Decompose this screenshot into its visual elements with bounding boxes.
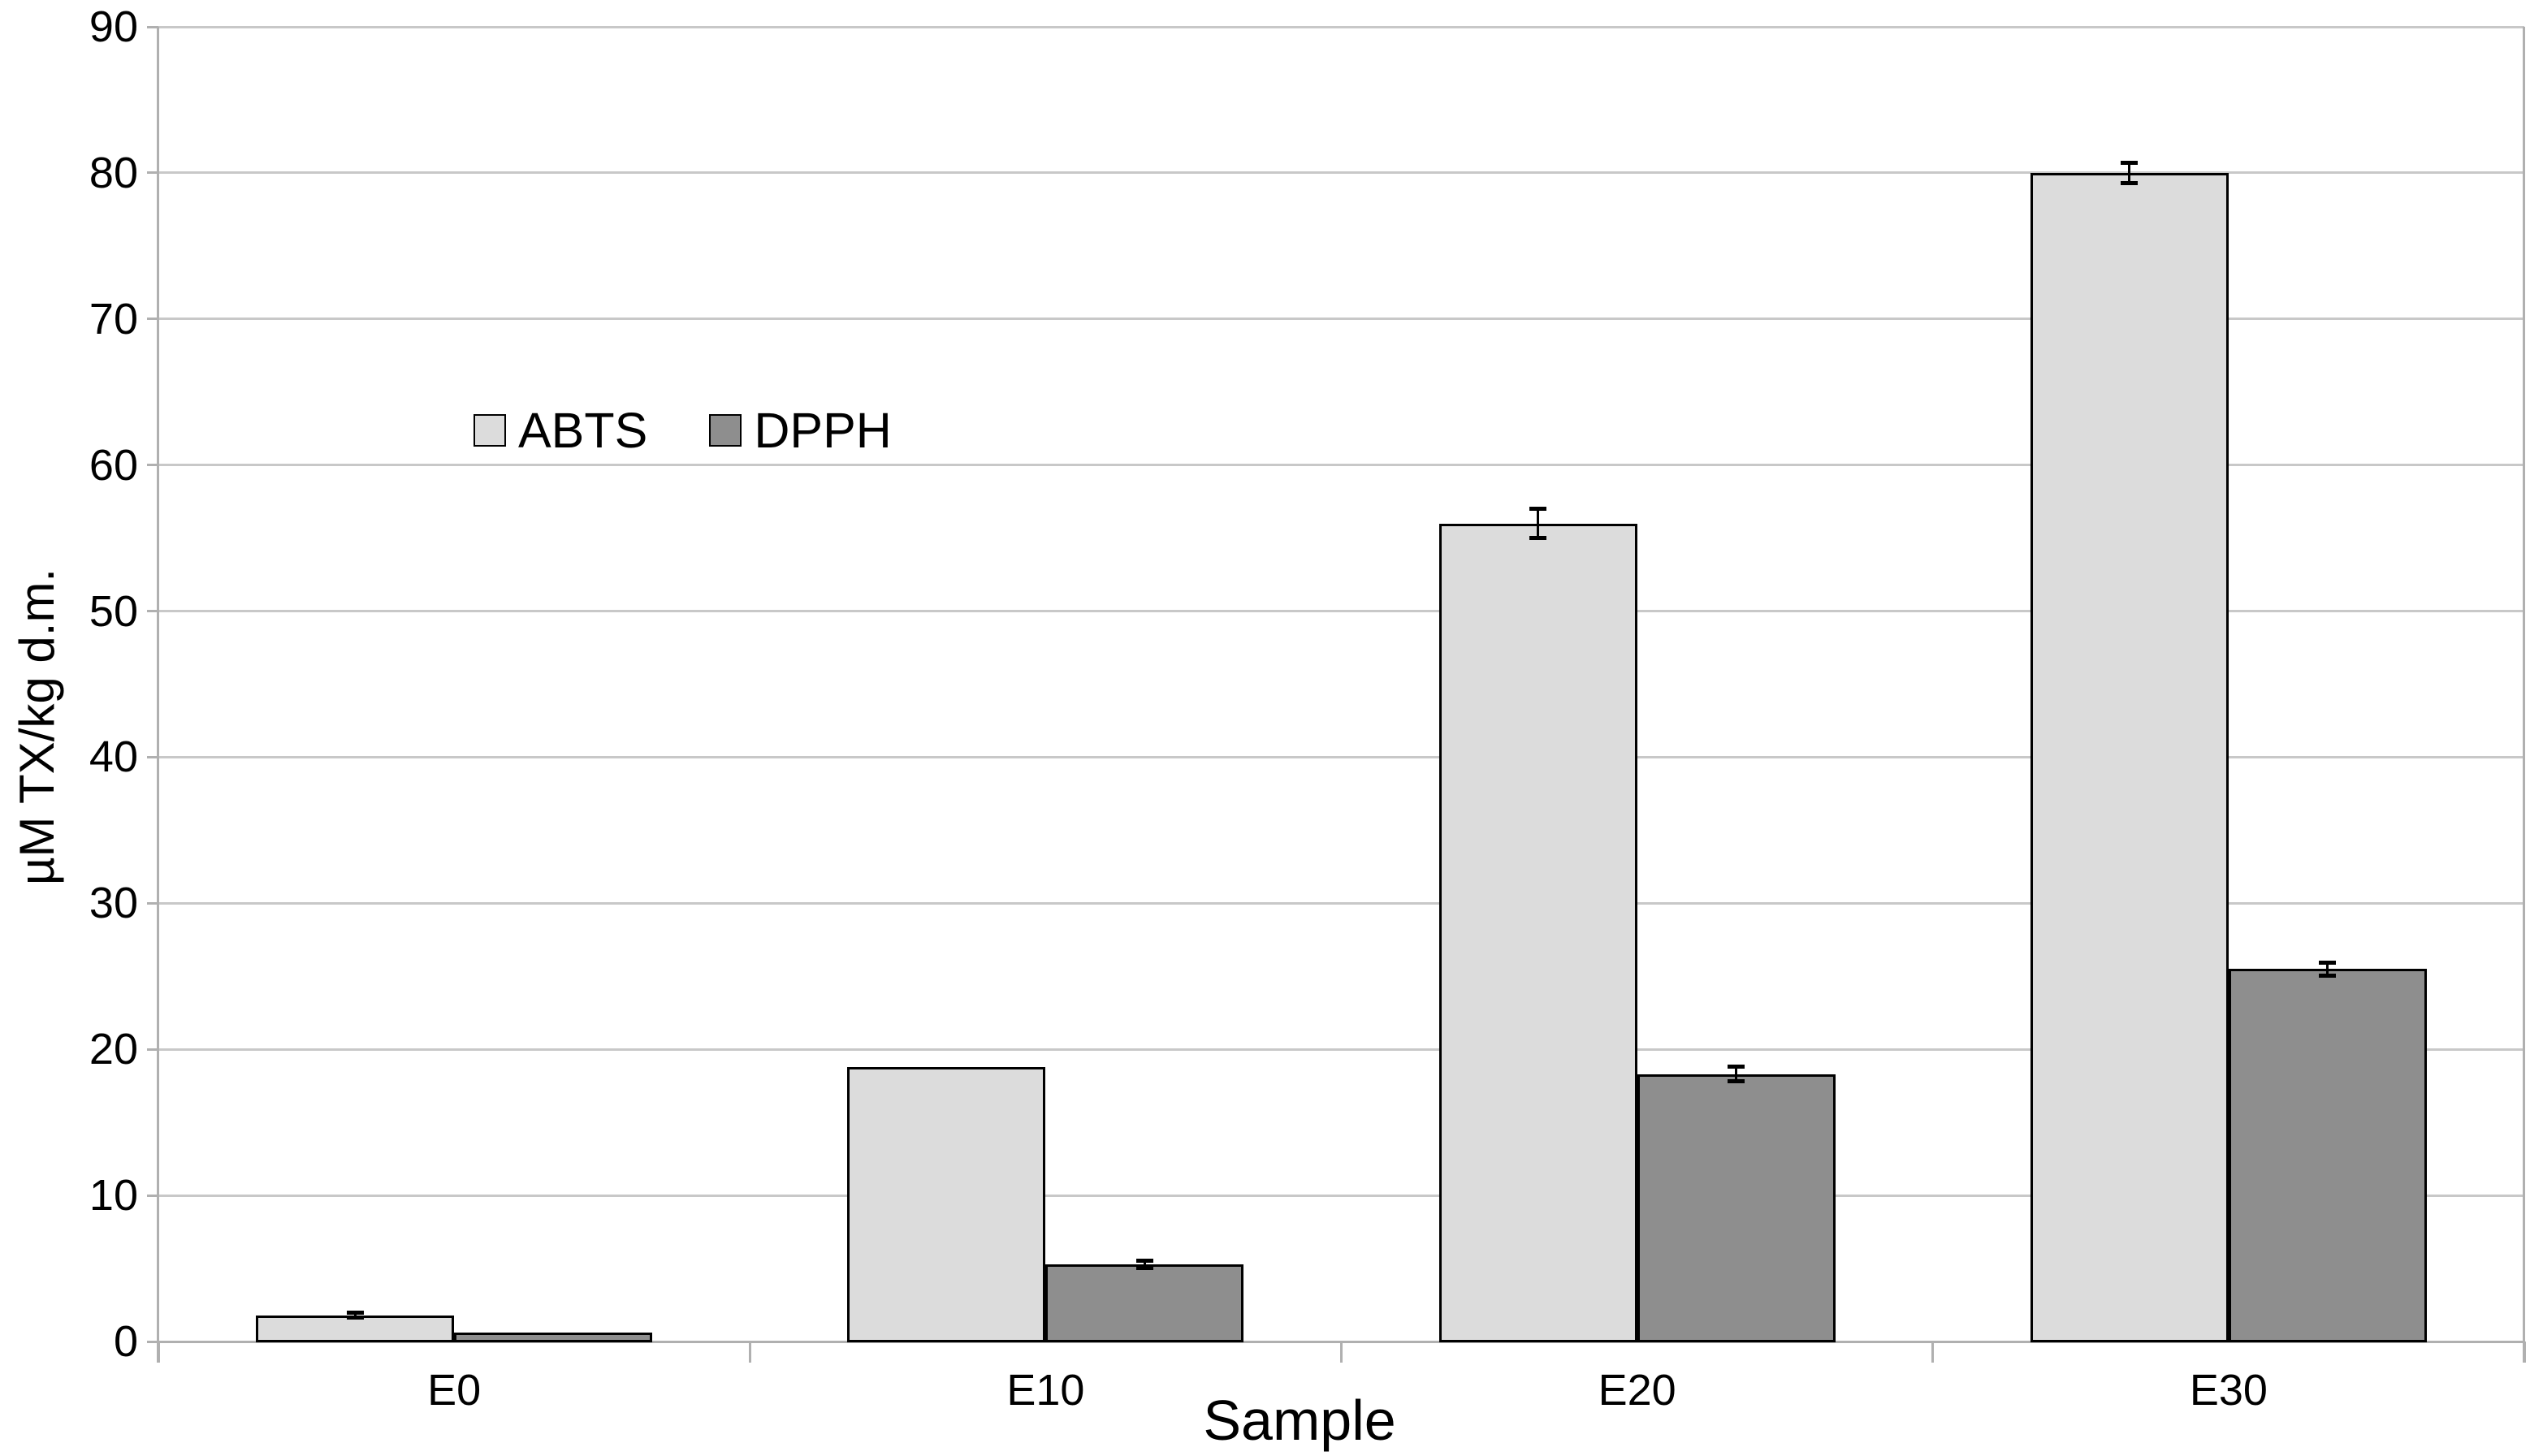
- y-tick-label: 30: [89, 879, 138, 928]
- error-bar-abts-e20-cap-top: [1529, 507, 1547, 512]
- error-bar-dpph-e20-cap-bottom: [1728, 1079, 1745, 1084]
- x-tick: [2523, 1342, 2526, 1363]
- legend-label-dpph: DPPH: [754, 402, 892, 458]
- bar-abts-e10: [847, 1066, 1046, 1343]
- gridline: [158, 1048, 2524, 1051]
- bar-abts-e0: [256, 1315, 455, 1343]
- x-tick-label-e10: E10: [1006, 1366, 1085, 1415]
- error-bar-dpph-e10-cap-top: [1135, 1258, 1153, 1263]
- y-tick-label: 40: [89, 732, 138, 782]
- error-bar-abts-e0-cap-top: [346, 1311, 364, 1316]
- y-tick-label: 70: [89, 294, 138, 343]
- y-tick: [147, 755, 158, 758]
- error-bar-abts-e0-cap-bottom: [346, 1315, 364, 1320]
- legend-entry-abts: ABTS: [474, 402, 648, 458]
- y-tick: [147, 464, 158, 467]
- bar-dpph-e20: [1637, 1074, 1836, 1343]
- error-bar-abts-e30-cap-top: [2121, 160, 2139, 165]
- bar-abts-e20: [1438, 523, 1637, 1343]
- error-bar-abts-e0-stem: [353, 1312, 357, 1318]
- plot-right-border: [2523, 27, 2525, 1363]
- x-tick: [157, 1342, 160, 1363]
- bar-dpph-e0: [454, 1333, 653, 1343]
- y-tick: [147, 171, 158, 175]
- x-tick: [1340, 1342, 1343, 1363]
- error-bar-dpph-e30-cap-bottom: [2319, 973, 2337, 978]
- y-axis-line: [157, 27, 159, 1363]
- x-tick: [748, 1342, 751, 1363]
- error-bar-dpph-e10-stem: [1143, 1260, 1146, 1268]
- legend-entry-dpph: DPPH: [709, 402, 892, 458]
- x-tick-label-e30: E30: [2189, 1366, 2268, 1415]
- error-bar-abts-e20-stem: [1537, 508, 1540, 538]
- gridline: [158, 25, 2524, 28]
- x-tick-label-e20: E20: [1598, 1366, 1676, 1415]
- y-tick-label: 50: [89, 586, 138, 636]
- y-tick-label: 0: [113, 1317, 138, 1366]
- gridline: [158, 171, 2524, 175]
- legend: ABTS DPPH: [474, 405, 892, 455]
- legend-swatch-abts-icon: [474, 414, 506, 447]
- gridline: [158, 464, 2524, 467]
- error-bar-dpph-e20-cap-top: [1728, 1065, 1745, 1069]
- y-tick-label: 60: [89, 440, 138, 490]
- error-bar-dpph-e30-cap-top: [2319, 960, 2337, 965]
- error-bar-dpph-e30-stem: [2326, 962, 2329, 976]
- x-tick-label-e0: E0: [427, 1366, 482, 1415]
- x-tick: [1931, 1342, 1935, 1363]
- error-bar-abts-e30-stem: [2128, 162, 2131, 184]
- gridline: [158, 318, 2524, 321]
- x-axis-title: Sample: [1203, 1389, 1396, 1452]
- y-tick-label: 80: [89, 148, 138, 197]
- gridline: [158, 901, 2524, 905]
- error-bar-dpph-e20-stem: [1735, 1066, 1738, 1082]
- y-tick: [147, 610, 158, 613]
- bar-dpph-e10: [1045, 1264, 1244, 1343]
- gridline: [158, 755, 2524, 758]
- error-bar-abts-e30-cap-bottom: [2121, 180, 2139, 185]
- legend-swatch-dpph-icon: [709, 414, 742, 447]
- y-tick: [147, 318, 158, 321]
- error-bar-dpph-e10-cap-bottom: [1135, 1265, 1153, 1270]
- error-bar-abts-e20-cap-bottom: [1529, 536, 1547, 541]
- y-tick-label: 90: [89, 2, 138, 51]
- bar-abts-e30: [2030, 172, 2229, 1343]
- gridline: [158, 610, 2524, 613]
- y-axis-title: µM TX/kg d.m.: [10, 568, 64, 886]
- y-tick: [147, 25, 158, 28]
- y-tick-label: 10: [89, 1171, 138, 1221]
- y-tick: [147, 901, 158, 905]
- y-tick: [147, 1194, 158, 1197]
- bar-dpph-e30: [2228, 969, 2427, 1343]
- legend-label-abts: ABTS: [518, 402, 648, 458]
- gridline: [158, 1194, 2524, 1197]
- y-tick: [147, 1048, 158, 1051]
- y-tick: [147, 1340, 158, 1343]
- y-tick-label: 20: [89, 1025, 138, 1074]
